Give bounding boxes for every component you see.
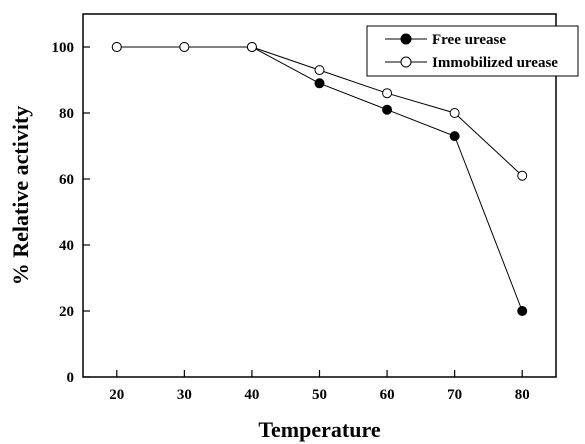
y-tick-label: 100 (52, 40, 75, 56)
x-tick-label: 60 (380, 387, 395, 403)
x-axis: 20 30 40 50 60 70 80 (109, 370, 530, 403)
data-point-immobilized-urease (314, 65, 325, 76)
x-tick-label: 80 (515, 387, 530, 403)
data-point-free-urease (517, 306, 528, 316)
x-tick-label: 40 (244, 387, 259, 403)
data-point-immobilized-urease (179, 42, 190, 52)
y-tick-label: 60 (59, 172, 74, 188)
legend-marker-immobilized (400, 56, 412, 68)
y-tick-label: 0 (67, 370, 75, 386)
y-tick-label: 80 (59, 106, 74, 122)
x-tick-label: 70 (447, 387, 462, 403)
x-tick-label: 20 (109, 387, 124, 403)
data-point-immobilized-urease (246, 42, 257, 52)
legend-marker-free (400, 33, 412, 45)
x-tick-label: 30 (177, 387, 192, 403)
y-axis: 0 20 40 60 80 100 (52, 40, 90, 386)
data-point-immobilized-urease (382, 88, 393, 99)
series-layer (111, 42, 528, 316)
legend: Free urease Immobilized urease (366, 25, 579, 77)
legend-label-immobilized: Immobilized urease (432, 55, 558, 71)
data-point-free-urease (382, 104, 393, 115)
data-point-immobilized-urease (517, 170, 528, 181)
legend-label-free: Free urease (432, 32, 506, 48)
y-axis-title: % Relative activity (8, 106, 33, 286)
x-tick-label: 50 (312, 387, 327, 403)
data-point-free-urease (314, 78, 325, 89)
data-point-free-urease (449, 131, 460, 142)
y-tick-label: 40 (59, 238, 74, 254)
y-tick-label: 20 (59, 304, 74, 320)
x-axis-title: Temperature (258, 417, 380, 442)
legend-box (366, 25, 579, 77)
data-point-immobilized-urease (449, 108, 460, 118)
data-point-immobilized-urease (111, 42, 122, 52)
